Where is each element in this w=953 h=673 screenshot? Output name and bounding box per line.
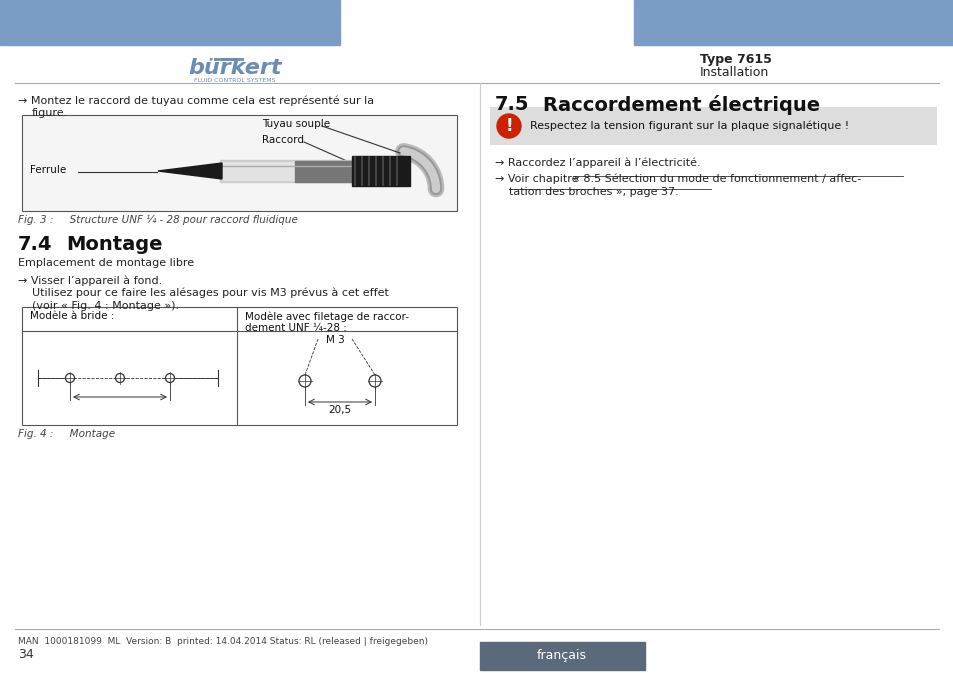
Bar — [0, 0, 339, 45]
Text: 7.5: 7.5 — [495, 95, 529, 114]
Text: 20,5: 20,5 — [328, 405, 352, 415]
Circle shape — [298, 375, 311, 387]
Bar — [222, 162, 353, 180]
Text: Fig. 4 :     Montage: Fig. 4 : Montage — [18, 429, 115, 439]
Text: français: français — [537, 649, 586, 662]
Text: FLUID CONTROL SYSTEMS: FLUID CONTROL SYSTEMS — [194, 79, 275, 83]
Text: tation des broches », page 37.: tation des broches », page 37. — [509, 187, 678, 197]
Bar — [22, 307, 456, 425]
Circle shape — [115, 374, 125, 382]
Text: Ferrule: Ferrule — [30, 165, 66, 175]
Text: MAN  1000181099  ML  Version: B  printed: 14.04.2014 Status: RL (released | frei: MAN 1000181099 ML Version: B printed: 14… — [18, 637, 428, 645]
Text: 34: 34 — [18, 649, 33, 662]
Text: → Visser l’appareil à fond.: → Visser l’appareil à fond. — [18, 275, 162, 285]
Text: → Raccordez l’appareil à l’électricité.: → Raccordez l’appareil à l’électricité. — [495, 158, 700, 168]
Text: Modèle avec filetage de raccor-: Modèle avec filetage de raccor- — [245, 311, 409, 322]
Bar — [634, 0, 953, 45]
Text: → Voir chapitre: → Voir chapitre — [495, 174, 581, 184]
Text: dement UNF ¼-28 :: dement UNF ¼-28 : — [245, 323, 347, 333]
Circle shape — [165, 374, 174, 382]
Circle shape — [497, 114, 520, 138]
Text: Fig. 3 :     Structure UNF ¼ - 28 pour raccord fluidique: Fig. 3 : Structure UNF ¼ - 28 pour racco… — [18, 215, 297, 225]
Circle shape — [369, 375, 380, 387]
Text: Raccordement électrique: Raccordement électrique — [542, 95, 820, 115]
Polygon shape — [158, 163, 222, 179]
Bar — [22, 115, 456, 211]
Text: Raccord: Raccord — [262, 135, 304, 145]
Text: !: ! — [505, 117, 513, 135]
Text: Type 7615: Type 7615 — [700, 52, 771, 65]
Text: Montage: Montage — [66, 235, 162, 254]
Bar — [490, 107, 936, 145]
Text: Respectez la tension figurant sur la plaque signalétique !: Respectez la tension figurant sur la pla… — [530, 120, 848, 131]
Text: « 8.5 Sélection du mode de fonctionnement / affec-: « 8.5 Sélection du mode de fonctionnemen… — [573, 174, 861, 184]
Bar — [352, 156, 410, 186]
Circle shape — [66, 374, 74, 382]
Text: figure.: figure. — [32, 108, 69, 118]
Text: 7.4: 7.4 — [18, 235, 52, 254]
Bar — [294, 161, 352, 182]
Bar — [220, 160, 355, 182]
Text: Emplacement de montage libre: Emplacement de montage libre — [18, 258, 193, 268]
Text: bürkert: bürkert — [188, 58, 281, 78]
Text: Utilisez pour ce faire les alésages pour vis M3 prévus à cet effet: Utilisez pour ce faire les alésages pour… — [32, 288, 389, 299]
Text: Modèle à bride :: Modèle à bride : — [30, 311, 114, 321]
Text: Installation: Installation — [700, 65, 768, 79]
Text: (voir « Fig. 4 : Montage »).: (voir « Fig. 4 : Montage »). — [32, 301, 179, 311]
Bar — [479, 642, 644, 670]
Text: Tuyau souple: Tuyau souple — [262, 119, 330, 129]
Text: → Montez le raccord de tuyau comme cela est représenté sur la: → Montez le raccord de tuyau comme cela … — [18, 95, 374, 106]
Text: M 3: M 3 — [325, 335, 344, 345]
